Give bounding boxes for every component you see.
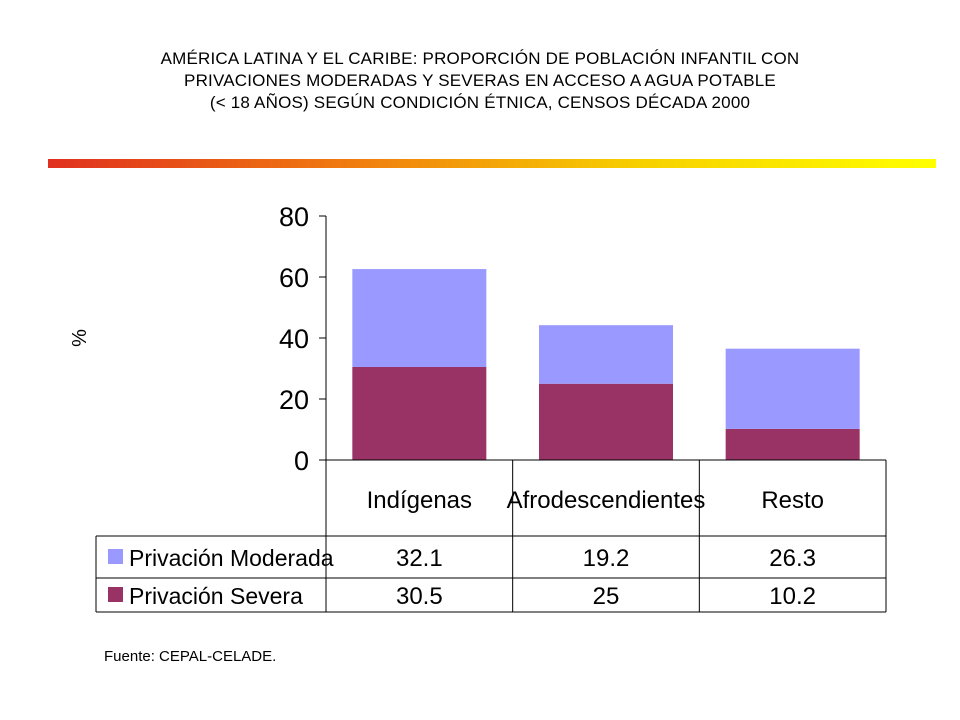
bar-moderada-0	[352, 269, 487, 367]
data-label-moderada-2: 26.3	[769, 545, 816, 572]
bar-moderada-1	[539, 325, 673, 384]
y-tick-label-4: 80	[279, 202, 309, 232]
y-tick-label-1: 20	[279, 385, 309, 415]
legend-swatch-moderada	[108, 549, 123, 564]
legend-swatch-severa	[108, 587, 123, 602]
chart-title-line-1: AMÉRICA LATINA Y EL CARIBE: PROPORCIÓN D…	[160, 49, 800, 68]
y-tick-label-3: 60	[279, 263, 309, 293]
source-note: Fuente: CEPAL-CELADE.	[104, 648, 277, 665]
category-label-1: Afrodescendientes	[507, 487, 706, 514]
category-label-2: Resto	[761, 487, 824, 514]
title-accent-bar	[48, 159, 936, 168]
y-axis-label: %	[69, 329, 91, 347]
bar-severa-0	[352, 366, 487, 460]
legend-label-severa: Privación Severa	[129, 583, 303, 609]
data-label-severa-0: 30.5	[396, 583, 443, 610]
data-label-severa-2: 10.2	[769, 583, 816, 610]
data-label-moderada-0: 32.1	[396, 545, 443, 572]
data-label-moderada-1: 19.2	[583, 545, 630, 572]
bar-severa-2	[725, 428, 860, 460]
chart-title: AMÉRICA LATINA Y EL CARIBE: PROPORCIÓN D…	[40, 48, 920, 114]
y-tick-label-2: 40	[279, 324, 309, 354]
bar-moderada-2	[725, 348, 860, 429]
category-label-0: Indígenas	[367, 487, 472, 514]
chart-title-line-3: (< 18 AÑOS) SEGÚN CONDICIÓN ÉTNICA, CENS…	[209, 93, 751, 112]
y-tick-label-0: 0	[294, 446, 309, 476]
chart-title-line-2: PRIVACIONES MODERADAS Y SEVERAS EN ACCES…	[184, 71, 776, 90]
bar-severa-1	[539, 383, 673, 460]
data-label-severa-1: 25	[593, 583, 620, 610]
legend-label-moderada: Privación Moderada	[129, 545, 334, 571]
